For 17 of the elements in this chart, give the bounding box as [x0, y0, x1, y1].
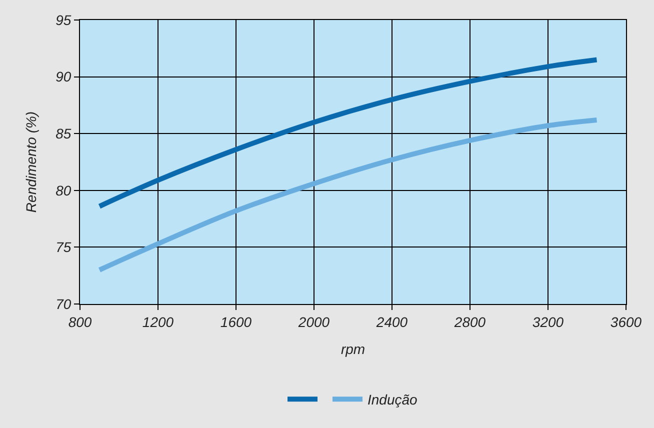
y-tick-label: 75 [56, 239, 72, 256]
x-tick-label: 1200 [142, 314, 174, 330]
y-tick-label: 95 [56, 12, 72, 28]
y-tick-label: 70 [56, 296, 72, 312]
x-tick-label: 800 [68, 314, 92, 330]
y-tick-label: 90 [56, 68, 72, 85]
y-tick-label: 85 [56, 126, 72, 142]
x-tick-label: 1600 [220, 314, 252, 330]
x-tick-label: 3200 [532, 314, 564, 330]
x-tick-label: 3600 [610, 314, 642, 330]
x-tick-label: 2000 [297, 314, 330, 330]
x-tick-label: 2800 [453, 314, 486, 330]
y-tick-label: 80 [56, 182, 72, 198]
legend-label: Indução [368, 392, 418, 408]
x-tick-label: 2400 [375, 314, 408, 330]
x-axis-title: rpm [340, 341, 366, 358]
y-axis-title: Rendimento (%) [23, 111, 40, 213]
